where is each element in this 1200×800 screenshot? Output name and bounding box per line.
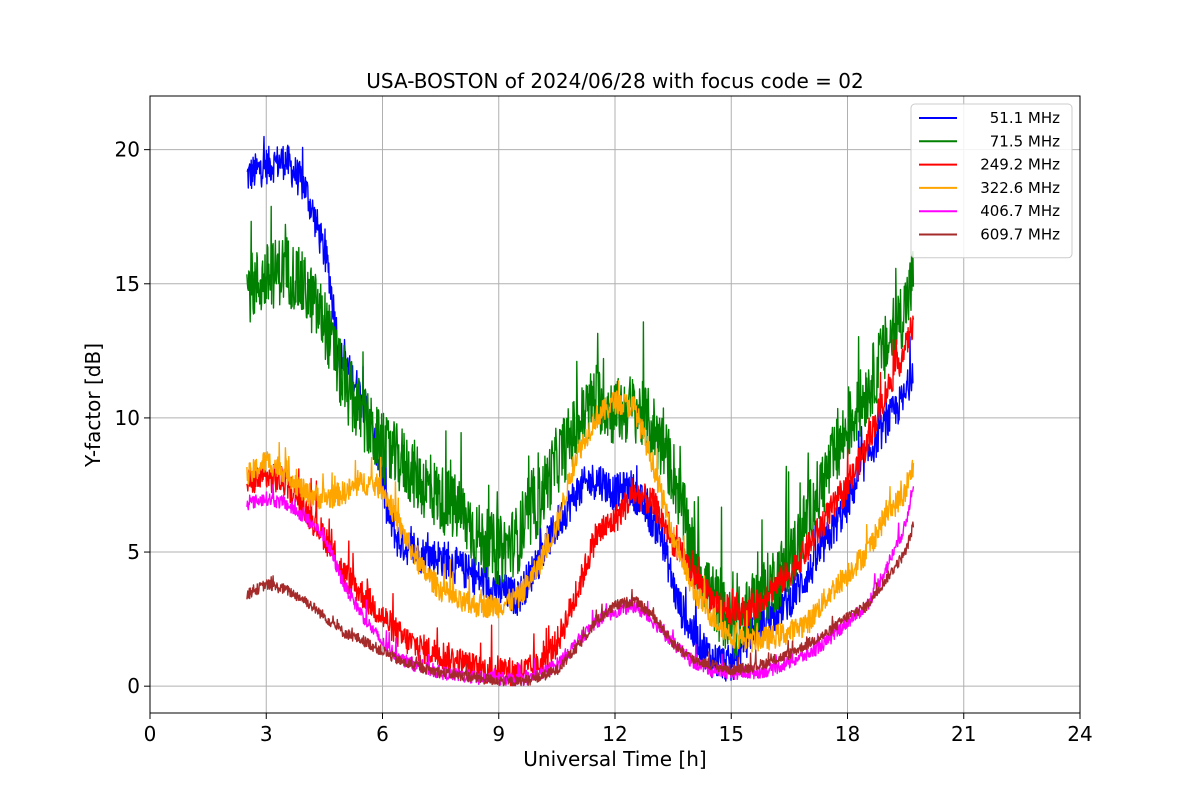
y-tick-label: 0 [127, 674, 140, 698]
legend-label-4: 406.7 MHz [980, 202, 1060, 220]
legend-label-1: 71.5 MHz [990, 132, 1060, 150]
series-line-5 [246, 521, 915, 687]
x-tick-label: 9 [492, 722, 505, 746]
x-axis-label: Universal Time [h] [523, 747, 706, 771]
x-tick-label: 3 [260, 722, 273, 746]
legend: 51.1 MHz 71.5 MHz 249.2 MHz 322.6 MHz 406.7 … [910, 103, 1073, 259]
x-axis: 0 3 6 9 12 15 18 21 24 [144, 713, 1093, 746]
y-axis-label: Y-factor [dB] [81, 343, 105, 468]
series-layer [246, 135, 915, 687]
x-tick-label: 0 [144, 722, 157, 746]
legend-label-5: 609.7 MHz [980, 226, 1060, 244]
legend-label-2: 249.2 MHz [980, 156, 1060, 174]
series-line-1 [246, 205, 915, 659]
series-line-3 [246, 380, 915, 653]
y-axis: 0 5 10 15 20 [115, 138, 150, 698]
y-tick-label: 10 [115, 406, 140, 430]
legend-box [910, 103, 1073, 259]
x-tick-label: 21 [951, 722, 976, 746]
x-tick-label: 18 [835, 722, 860, 746]
y-tick-label: 15 [115, 272, 140, 296]
y-tick-label: 20 [115, 138, 140, 162]
legend-label-0: 51.1 MHz [990, 109, 1060, 127]
y-tick-label: 5 [127, 540, 140, 564]
x-tick-label: 24 [1067, 722, 1092, 746]
x-tick-label: 15 [719, 722, 744, 746]
legend-label-3: 322.6 MHz [980, 179, 1060, 197]
chart-title: USA-BOSTON of 2024/06/28 with focus code… [366, 69, 863, 93]
series-line-2 [246, 315, 915, 687]
x-tick-label: 12 [602, 722, 627, 746]
x-tick-label: 6 [376, 722, 389, 746]
